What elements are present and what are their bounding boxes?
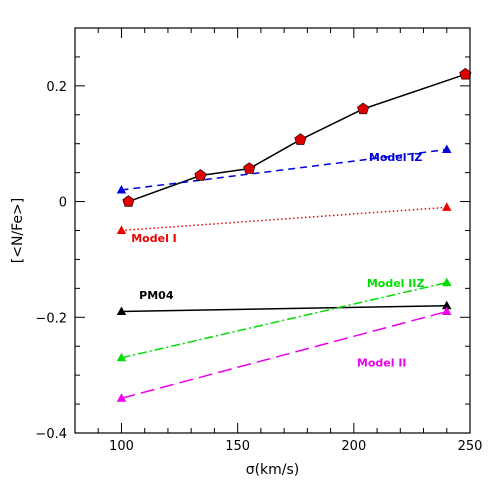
pentagon-marker xyxy=(294,133,307,145)
series-layer xyxy=(121,73,466,400)
triangle-marker xyxy=(116,225,127,234)
series-line-0 xyxy=(128,73,466,203)
series-label: Model IZ xyxy=(369,151,423,164)
plot-frame xyxy=(74,27,471,434)
series-line-3 xyxy=(121,304,447,313)
axis-ticks xyxy=(74,27,471,434)
y-tick-label: −0.4 xyxy=(35,427,67,442)
annotation-layer: Model IZ Model I PM04 Model IIZ Model II xyxy=(131,151,424,369)
triangle-marker xyxy=(442,300,452,310)
tick-labels: 100 150 200 250 −0.4 −0.2 0 0.2 xyxy=(35,80,482,454)
triangle-marker xyxy=(442,277,452,287)
triangle-marker xyxy=(116,306,127,315)
pentagon-marker xyxy=(243,162,256,174)
y-tick-label: 0 xyxy=(59,196,67,211)
triangle-marker xyxy=(116,185,127,194)
y-axis-title: [<N/Fe>] xyxy=(10,198,26,263)
x-tick-label: 100 xyxy=(109,439,134,454)
pentagon-marker xyxy=(357,102,370,115)
series-line-5 xyxy=(121,310,447,400)
triangle-marker xyxy=(442,144,452,153)
triangle-marker xyxy=(116,352,127,362)
x-axis-title: σ(km/s) xyxy=(246,462,300,478)
triangle-marker xyxy=(442,306,452,315)
pentagon-marker xyxy=(459,67,472,80)
y-tick-label: −0.2 xyxy=(35,311,67,326)
pentagon-marker xyxy=(122,195,135,207)
series-line-2 xyxy=(121,206,447,232)
x-tick-label: 250 xyxy=(458,439,483,454)
x-tick-label: 200 xyxy=(341,439,366,454)
series-label: Model IIZ xyxy=(367,277,425,290)
pentagon-marker xyxy=(194,169,207,181)
series-line-4 xyxy=(121,281,447,359)
series-label: Model I xyxy=(131,232,177,245)
marker-layer xyxy=(116,67,472,402)
y-tick-label: 0.2 xyxy=(46,80,67,95)
series-line-1 xyxy=(121,148,447,191)
triangle-marker xyxy=(442,202,452,211)
series-label: PM04 xyxy=(139,289,174,302)
series-label: Model II xyxy=(357,356,407,369)
triangle-marker xyxy=(116,393,127,402)
x-tick-label: 150 xyxy=(225,439,250,454)
